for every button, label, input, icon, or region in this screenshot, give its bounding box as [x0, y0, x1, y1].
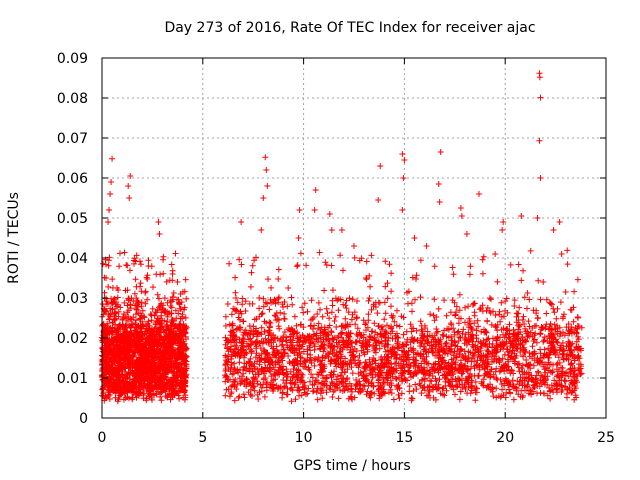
y-tick-label: 0.06: [57, 171, 88, 187]
scatter-point: [296, 207, 303, 213]
y-tick-label: 0.01: [57, 371, 88, 387]
y-tick-label: 0.02: [57, 331, 88, 347]
scatter-point: [262, 154, 269, 161]
scatter-point: [103, 275, 110, 281]
scatter-point: [155, 219, 162, 225]
y-tick-label: 0.05: [57, 211, 88, 227]
plot-frame: [101, 57, 607, 419]
scatter-point: [363, 275, 370, 281]
scatter-point: [126, 195, 133, 201]
scatter-point: [537, 94, 544, 101]
scatter-point: [423, 243, 430, 249]
scatter-point: [125, 183, 132, 189]
y-tick-label: 0.07: [57, 131, 88, 147]
scatter-point: [156, 231, 163, 237]
scatter-point: [537, 175, 544, 181]
scatter-point: [568, 307, 575, 313]
scatter-point: [457, 205, 464, 211]
scatter-point: [401, 157, 408, 163]
scatter-point: [264, 183, 271, 189]
scatter-point: [326, 211, 333, 217]
scatter-point: [258, 227, 265, 233]
chart-title: Day 273 of 2016, Rate Of TEC Index for r…: [164, 20, 535, 36]
scatter-point: [263, 167, 270, 173]
scatter-point: [105, 219, 112, 225]
y-axis-tick-labels: 0 0.01 0.02 0.03 0.04 0.05 0.06 0.07 0.08 0.09: [57, 51, 88, 427]
y-tick-label: 0.09: [57, 51, 88, 67]
scatter-point: [475, 191, 482, 197]
x-axis-tick-labels: 0 5 10 15 20 25: [98, 430, 615, 446]
y-tick-label: 0: [79, 411, 88, 427]
scatter-point: [238, 219, 245, 225]
x-tick-label: 20: [496, 430, 514, 446]
x-tick-label: 5: [198, 430, 207, 446]
scatter-point: [492, 251, 499, 257]
scatter-point: [169, 271, 176, 277]
scatter-point: [437, 149, 444, 155]
scatter-point: [556, 219, 563, 225]
scatter-point: [463, 231, 470, 237]
y-tick-label: 0.03: [57, 291, 88, 307]
scatter-point: [411, 235, 418, 241]
scatter-point: [145, 263, 152, 269]
scatter-point: [106, 207, 113, 213]
y-tick-label: 0.04: [57, 251, 88, 267]
axis-ticks: [101, 57, 607, 419]
scatter-point: [458, 213, 465, 219]
scatter-point: [295, 235, 302, 241]
scatter-point-cloud: [99, 247, 585, 405]
scatter-point: [127, 173, 134, 179]
scatter-point: [400, 175, 407, 181]
scatter-point: [351, 243, 357, 249]
scatter-point: [534, 215, 541, 221]
scatter-point: [500, 219, 507, 225]
scatter-point: [109, 155, 116, 162]
scatter-point: [536, 137, 543, 144]
scatter-point: [107, 191, 114, 197]
scatter-point: [108, 179, 115, 185]
scatter-point: [312, 187, 319, 193]
scatter-point: [375, 197, 382, 203]
y-axis-title: ROTI / TECUs: [6, 192, 22, 284]
scatter-point: [338, 227, 345, 233]
scatter-point: [177, 291, 184, 297]
scatter-point: [399, 207, 406, 213]
scatter-point: [558, 251, 565, 257]
scatter-point: [435, 181, 442, 187]
scatter-point: [499, 227, 506, 233]
x-axis-title: GPS time / hours: [293, 458, 410, 474]
scatter-point: [536, 74, 543, 81]
scatter-point: [115, 287, 122, 293]
scatter-point: [328, 227, 335, 233]
scatter-point: [377, 163, 384, 169]
scatter-point: [550, 227, 557, 233]
scatter-point: [399, 151, 406, 157]
scatter-point: [574, 323, 581, 329]
scatter-point: [260, 195, 267, 201]
x-tick-label: 15: [395, 430, 413, 446]
x-tick-label: 10: [295, 430, 313, 446]
x-tick-label: 25: [597, 430, 615, 446]
scatter-point: [311, 207, 318, 213]
scatter-point: [436, 199, 443, 205]
x-tick-label: 0: [98, 430, 107, 446]
scatter-points: [99, 70, 585, 405]
scatter-point: [518, 213, 525, 219]
y-tick-label: 0.08: [57, 91, 88, 107]
